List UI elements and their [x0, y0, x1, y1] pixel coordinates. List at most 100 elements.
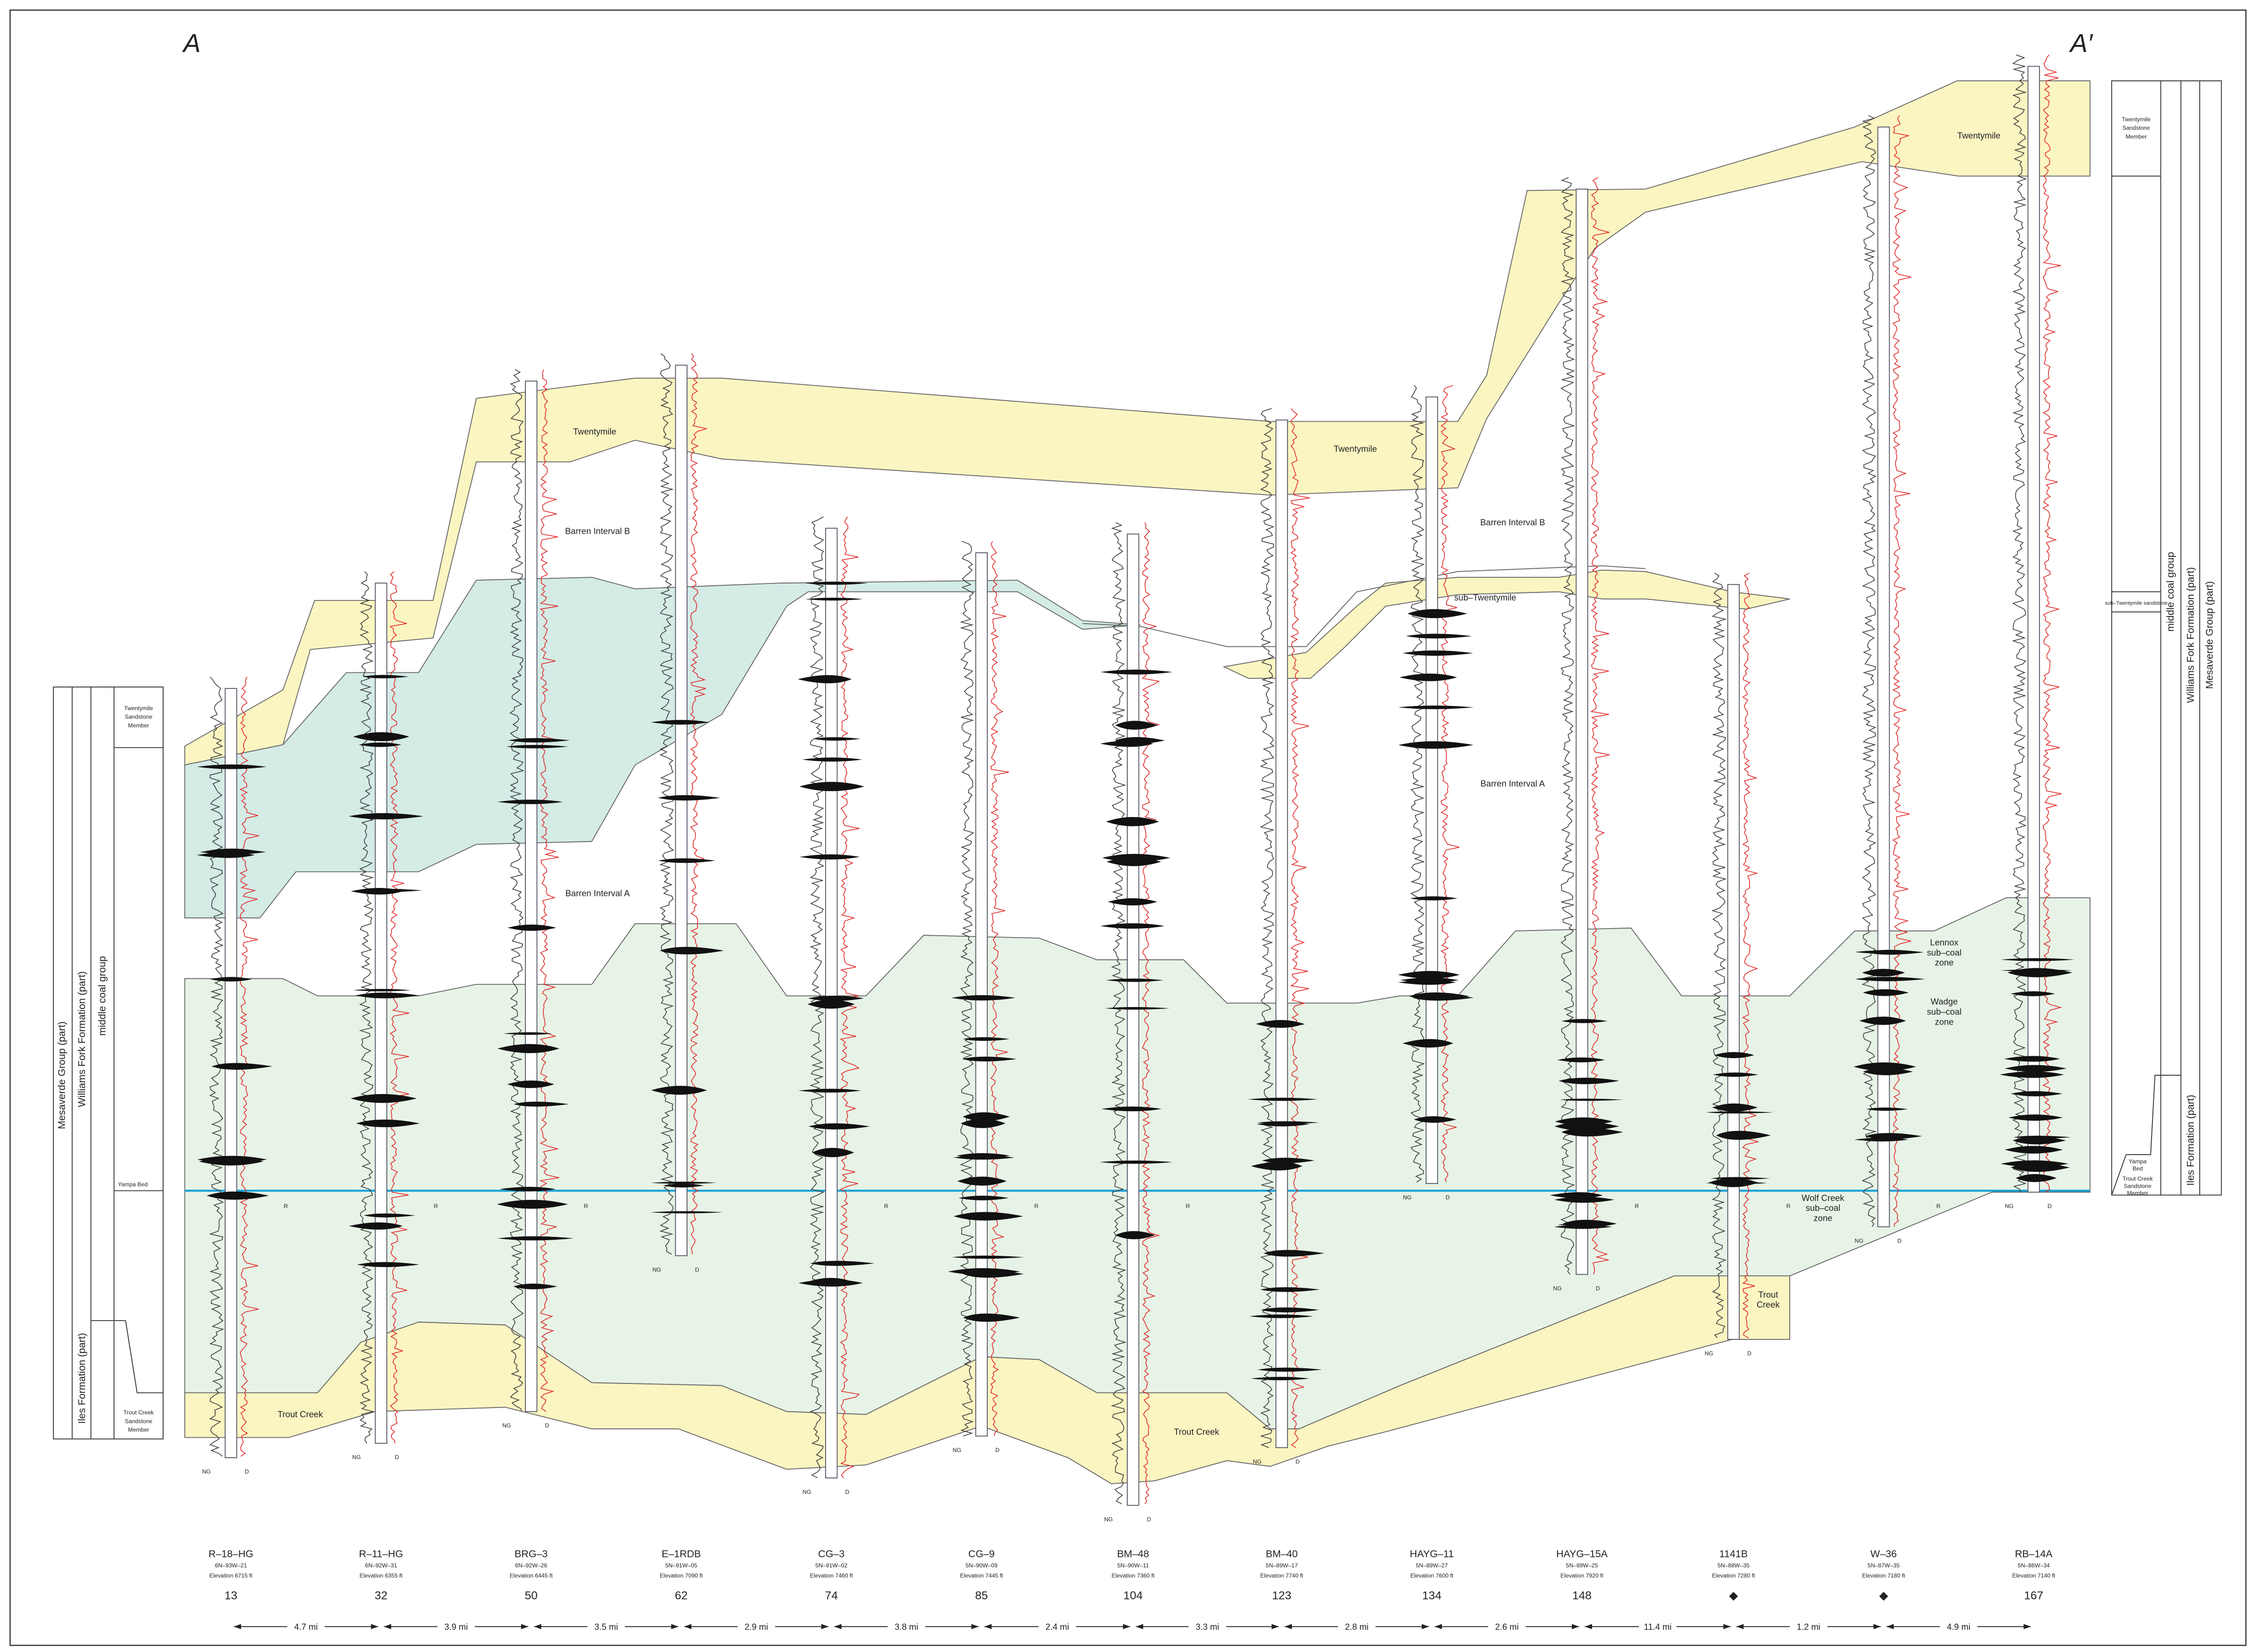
curve-label: R [1936, 1203, 1941, 1209]
well-elevation: Elevation 7280 ft [1712, 1572, 1756, 1579]
zone-label: Trout Creek [1174, 1426, 1220, 1436]
well-number: 123 [1272, 1589, 1291, 1602]
well-number: ◆ [1879, 1589, 1888, 1602]
well-bore [375, 583, 387, 1443]
curve-label: R [584, 1203, 588, 1209]
curve-label: NG [802, 1488, 811, 1495]
well-location: 5N–86W–34 [2018, 1562, 2050, 1569]
unit-label: middle coal group [96, 956, 108, 1036]
well-bore [1576, 189, 1587, 1275]
cross-section: A A′ NGDRNGDRNGDRNGDNGDRNGDRNGDRNGDNGDNG… [0, 0, 2256, 1652]
zone-label: sub–coal [1927, 1007, 1961, 1017]
curve-label: D [395, 1454, 399, 1461]
member-label: Member [2125, 133, 2147, 140]
well-elevation: Elevation 6715 ft [209, 1572, 253, 1579]
curve-label: R [434, 1203, 438, 1209]
coal-bed [1399, 674, 1457, 681]
well-bore [1728, 584, 1739, 1339]
coal-bed [802, 757, 862, 762]
well-location: 6N–93W–21 [215, 1562, 247, 1569]
member-label: Member [128, 1426, 149, 1433]
well-name: BM–48 [1117, 1548, 1149, 1560]
curve-label: R [1034, 1203, 1038, 1209]
zone-label: Trout Creek [278, 1409, 323, 1419]
left-column [53, 687, 163, 1439]
distance-label: 2.6 mi [1495, 1622, 1519, 1632]
curve-label: NG [352, 1454, 361, 1461]
formation-label: Iles Formation (part) [2185, 1095, 2196, 1185]
well-bore [1426, 397, 1437, 1183]
well-bore [1878, 127, 1889, 1227]
group-label: Mesaverde Group (part) [56, 1021, 67, 1129]
zone-label: sub–coal [1806, 1203, 1840, 1213]
well-elevation: Elevation 7180 ft [1862, 1572, 1906, 1579]
distance-label: 3.9 mi [444, 1622, 468, 1632]
well-number: 104 [1124, 1589, 1143, 1602]
well-name: R–11–HG [359, 1548, 403, 1560]
zone-label: zone [1813, 1213, 1832, 1223]
well-location: 5N–89W–17 [1266, 1562, 1298, 1569]
coal-bed [798, 675, 852, 683]
group-label: Mesaverde Group (part) [2204, 581, 2215, 689]
well-number: 148 [1572, 1589, 1592, 1602]
curve-label: R [284, 1203, 288, 1209]
well-location: 6N–92W–26 [515, 1562, 547, 1569]
column-divider [126, 1321, 163, 1393]
zone-label: Creek [1757, 1300, 1780, 1310]
coal-bed [1406, 634, 1472, 638]
zone-label: Barren Interval A [1481, 779, 1545, 789]
distance-label: 3.3 mi [1195, 1622, 1219, 1632]
zone-label: Barren Interval B [1480, 517, 1545, 527]
well-name: HAYG–11 [1410, 1548, 1454, 1560]
zone-label: Trout [1758, 1289, 1778, 1299]
well-name: W–36 [1871, 1548, 1897, 1560]
zone-label: zone [1935, 957, 1954, 967]
coal-bed [507, 924, 556, 930]
well-bore [1276, 420, 1287, 1447]
member-label: Twentymile [124, 705, 153, 712]
curve-label: D [1596, 1285, 1600, 1292]
coal-bed [1100, 923, 1165, 929]
formation-label: Iles Formation (part) [76, 1333, 87, 1424]
bed-label: Bed [2133, 1165, 2143, 1172]
footer: R–18–HG6N–93W–21Elevation 6715 ft13R–11–… [209, 1548, 2056, 1633]
member-label: Member [2127, 1190, 2148, 1197]
zone-label: sub–Twentymile [1454, 592, 1516, 602]
well-elevation: Elevation 6445 ft [510, 1572, 553, 1579]
bed-label: Yampa [2129, 1158, 2147, 1165]
curve-label: NG [1855, 1237, 1863, 1244]
well-number: 167 [2024, 1589, 2044, 1602]
well-location: 5N–88W–35 [1717, 1562, 1750, 1569]
zone-label: Barren Interval A [566, 888, 630, 898]
zone-label: Wadge [1931, 997, 1958, 1007]
well-location: 5N–91W–05 [665, 1562, 697, 1569]
well-bore [225, 688, 236, 1458]
curve-label: NG [653, 1266, 661, 1273]
section-start: A [182, 28, 201, 58]
well-number: 62 [675, 1589, 688, 1602]
distance-label: 3.5 mi [594, 1622, 618, 1632]
curve-label: NG [202, 1469, 210, 1475]
coal-bed [1398, 741, 1473, 749]
member-label: Member [128, 722, 149, 729]
well-name: BM–40 [1266, 1548, 1298, 1560]
distance-label: 11.4 mi [1644, 1622, 1672, 1632]
well-number: ◆ [1729, 1589, 1738, 1602]
coal-bed [353, 989, 411, 991]
well-elevation: Elevation 7445 ft [960, 1572, 1003, 1579]
curve-label: D [1898, 1237, 1902, 1244]
well-name: RB–14A [2015, 1548, 2053, 1560]
coal-bed [813, 737, 861, 740]
curve-label: NG [2005, 1203, 2013, 1209]
well-name: 1141B [1719, 1548, 1748, 1560]
well-elevation: Elevation 7460 ft [810, 1572, 854, 1579]
well-bore [1127, 534, 1139, 1505]
well-elevation: Elevation 7740 ft [1260, 1572, 1304, 1579]
well-name: E–1RDB [662, 1548, 701, 1560]
well-location: 5N–87W–35 [1868, 1562, 1900, 1569]
curve-label: NG [1104, 1516, 1113, 1522]
zone-label: zone [1935, 1017, 1954, 1026]
coal-bed [1100, 669, 1172, 674]
curve-label: NG [1253, 1458, 1262, 1465]
member-label: Sandstone [2122, 125, 2150, 131]
